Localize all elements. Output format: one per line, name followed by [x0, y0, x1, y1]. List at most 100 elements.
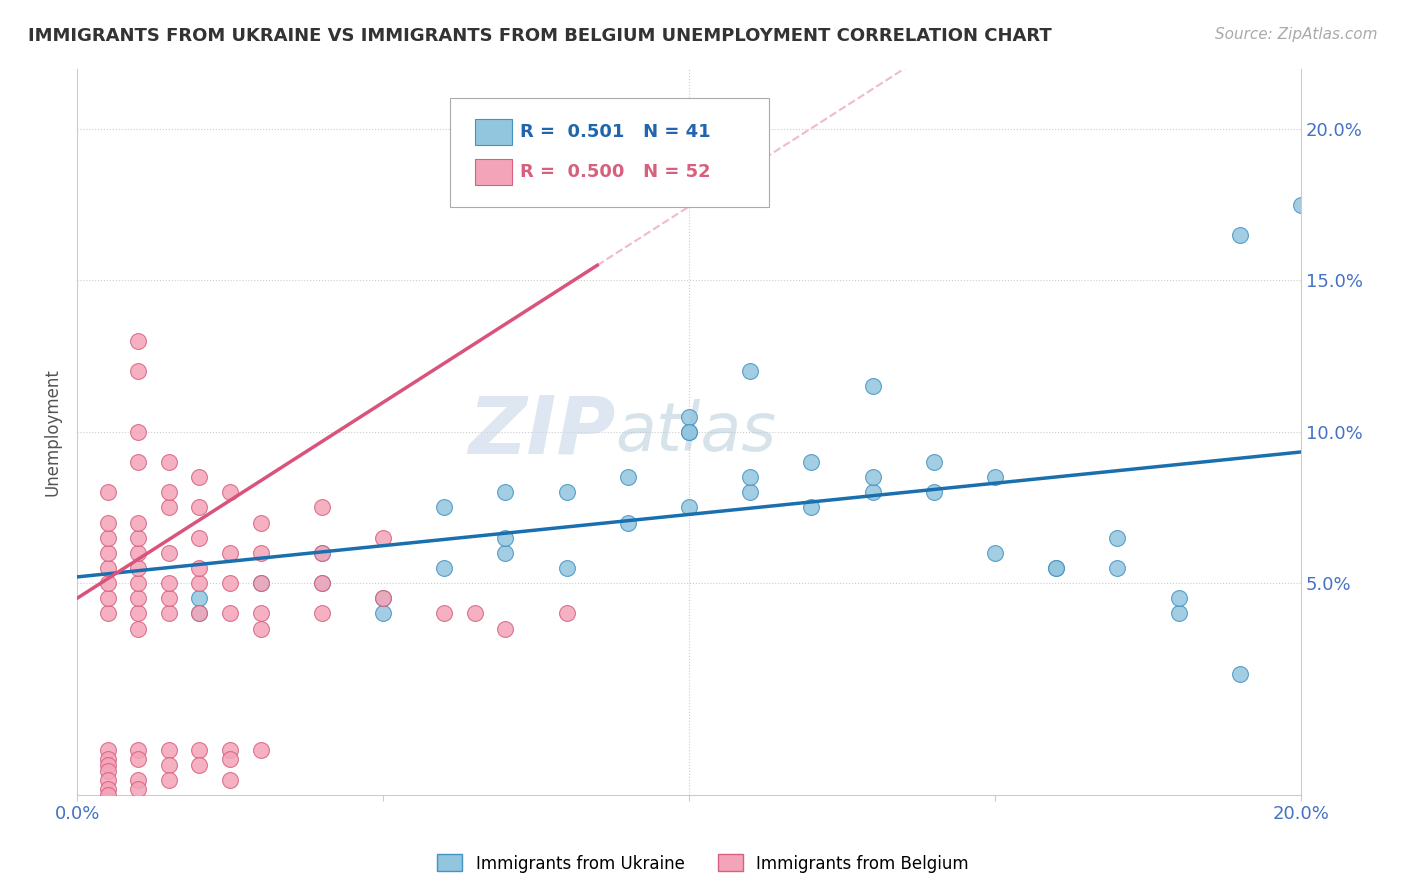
Point — [249, 546, 271, 560]
Point — [188, 591, 211, 606]
Point — [188, 607, 211, 621]
Point — [97, 485, 120, 500]
Point — [311, 546, 333, 560]
Point — [1045, 561, 1067, 575]
Point — [127, 772, 149, 787]
Point — [157, 742, 180, 756]
Point — [433, 561, 456, 575]
Point — [1107, 531, 1129, 545]
Point — [157, 500, 180, 515]
Point — [371, 607, 394, 621]
Point — [127, 782, 149, 797]
Point — [188, 531, 211, 545]
Point — [219, 752, 242, 766]
Point — [188, 561, 211, 575]
Text: ZIP: ZIP — [468, 392, 616, 471]
Point — [127, 742, 149, 756]
Point — [495, 531, 517, 545]
Point — [127, 531, 149, 545]
Point — [97, 782, 120, 797]
Point — [1229, 667, 1251, 681]
Point — [617, 470, 640, 484]
Point — [188, 500, 211, 515]
Point — [433, 500, 456, 515]
Point — [188, 742, 211, 756]
Point — [249, 576, 271, 591]
Point — [1167, 607, 1189, 621]
Point — [157, 591, 180, 606]
Point — [97, 757, 120, 772]
Point — [249, 516, 271, 530]
Point — [188, 757, 211, 772]
Point — [97, 591, 120, 606]
Point — [311, 607, 333, 621]
Point — [97, 772, 120, 787]
Point — [127, 455, 149, 469]
Point — [311, 576, 333, 591]
FancyBboxPatch shape — [475, 160, 512, 185]
Point — [1229, 227, 1251, 242]
Point — [188, 607, 211, 621]
Text: IMMIGRANTS FROM UKRAINE VS IMMIGRANTS FROM BELGIUM UNEMPLOYMENT CORRELATION CHAR: IMMIGRANTS FROM UKRAINE VS IMMIGRANTS FR… — [28, 27, 1052, 45]
Point — [97, 576, 120, 591]
Point — [678, 425, 700, 439]
Text: atlas: atlas — [616, 399, 776, 465]
Point — [800, 455, 823, 469]
Point — [495, 546, 517, 560]
Point — [97, 546, 120, 560]
Point — [555, 607, 578, 621]
Point — [219, 485, 242, 500]
Point — [157, 455, 180, 469]
Point — [371, 591, 394, 606]
Point — [97, 788, 120, 802]
Point — [127, 607, 149, 621]
Point — [249, 742, 271, 756]
Point — [249, 607, 271, 621]
Point — [617, 516, 640, 530]
Point — [740, 485, 762, 500]
Point — [311, 576, 333, 591]
Point — [862, 485, 884, 500]
Point — [555, 561, 578, 575]
Point — [219, 576, 242, 591]
Point — [219, 607, 242, 621]
Point — [97, 531, 120, 545]
Point — [157, 576, 180, 591]
Point — [1045, 561, 1067, 575]
Point — [127, 576, 149, 591]
Point — [1107, 561, 1129, 575]
Point — [678, 409, 700, 424]
Legend: Immigrants from Ukraine, Immigrants from Belgium: Immigrants from Ukraine, Immigrants from… — [430, 847, 976, 880]
Point — [127, 752, 149, 766]
Text: Source: ZipAtlas.com: Source: ZipAtlas.com — [1215, 27, 1378, 42]
Point — [157, 607, 180, 621]
Point — [249, 622, 271, 636]
Point — [984, 546, 1007, 560]
Point — [219, 772, 242, 787]
Point — [740, 470, 762, 484]
Point — [97, 752, 120, 766]
Point — [249, 576, 271, 591]
Point — [157, 546, 180, 560]
Point — [740, 364, 762, 378]
Point — [464, 607, 486, 621]
Point — [371, 591, 394, 606]
Text: R =  0.501   N = 41: R = 0.501 N = 41 — [520, 123, 711, 141]
Point — [984, 470, 1007, 484]
Point — [862, 470, 884, 484]
Point — [862, 379, 884, 393]
Point — [1289, 198, 1312, 212]
Point — [127, 561, 149, 575]
Point — [97, 742, 120, 756]
Point — [678, 500, 700, 515]
Point — [97, 607, 120, 621]
Point — [157, 772, 180, 787]
Point — [555, 485, 578, 500]
Point — [157, 485, 180, 500]
Point — [495, 485, 517, 500]
Point — [371, 531, 394, 545]
Point — [97, 764, 120, 778]
Point — [97, 516, 120, 530]
Point — [127, 364, 149, 378]
Text: R =  0.500   N = 52: R = 0.500 N = 52 — [520, 162, 711, 181]
